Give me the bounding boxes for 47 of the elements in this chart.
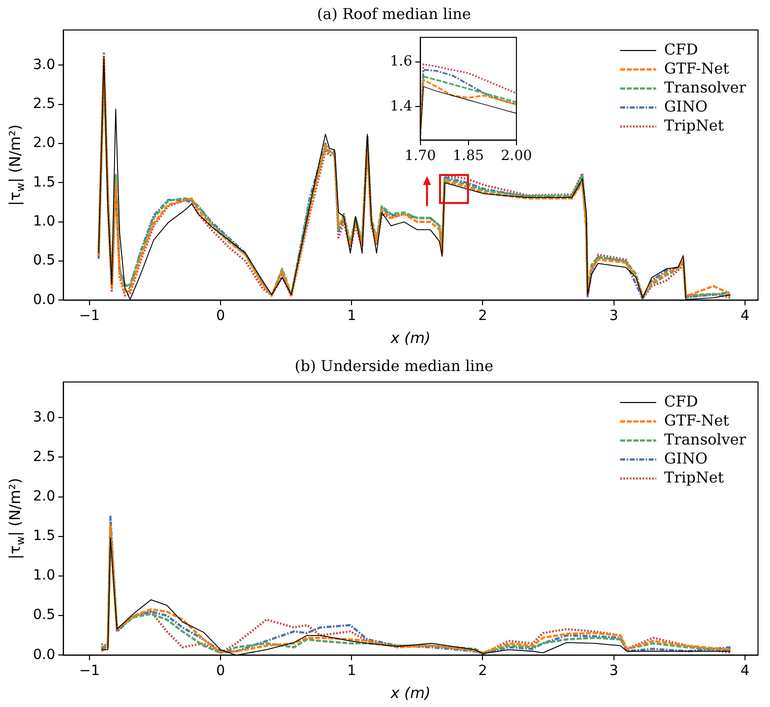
x-tick-label: 3 <box>609 663 618 680</box>
legend-label: GINO <box>664 97 708 116</box>
y-tick-label: 2.0 <box>33 135 56 152</box>
legend-label: GTF-Net <box>664 411 729 430</box>
y-tick-label: 2.5 <box>33 96 56 112</box>
legend-label: TripNet <box>664 116 724 134</box>
y-tick-label: 0.5 <box>33 252 56 269</box>
y-tick-label: 1.4 <box>390 98 412 114</box>
y-tick-label: 1.0 <box>33 214 56 230</box>
y-tick-label: 2.5 <box>33 448 56 465</box>
y-tick-label: 1.6 <box>390 54 412 70</box>
y-tick-label: 3.0 <box>33 56 56 73</box>
x-tick-label: 1.85 <box>452 148 484 164</box>
x-tick-label: 2 <box>478 663 488 680</box>
y-tick-label: 1.5 <box>33 528 56 544</box>
y-tick-label: 1.5 <box>33 174 56 190</box>
legend-label: Transolver <box>664 78 747 96</box>
y-tick-label: 2.0 <box>33 488 56 504</box>
x-tick-label: 0 <box>216 308 226 324</box>
x-tick-label: 0 <box>216 663 226 680</box>
x-tick-label: 4 <box>740 308 750 324</box>
x-tick-label: 1 <box>347 663 356 680</box>
y-tick-label: 0.0 <box>33 292 56 308</box>
legend-label: GTF-Net <box>664 59 729 78</box>
legend-label: GINO <box>664 449 708 468</box>
legend-label: CFD <box>664 392 698 410</box>
y-tick-label: 3.0 <box>33 409 56 426</box>
x-tick-label: −1 <box>79 308 100 324</box>
x-tick-label: 2.00 <box>500 148 532 164</box>
legend-label: TripNet <box>664 468 724 486</box>
y-tick-label: 0.0 <box>33 646 56 663</box>
x-tick-label: 4 <box>740 663 750 680</box>
x-tick-label: 1.70 <box>404 148 436 164</box>
x-axis-title: x (m) <box>390 684 431 702</box>
y-axis-title: |τw| (N/m²) <box>6 124 27 206</box>
legend-label: CFD <box>664 40 698 58</box>
y-axis-title: |τw| (N/m²) <box>6 478 27 560</box>
x-tick-label: −1 <box>79 663 100 680</box>
x-tick-label: 3 <box>609 308 618 324</box>
x-axis-title: x (m) <box>390 328 431 347</box>
chart-title: (a) Roof median line <box>316 4 472 23</box>
y-tick-label: 0.5 <box>33 607 56 624</box>
chart-title: (b) Underside median line <box>294 356 494 375</box>
y-tick-label: 1.0 <box>33 568 56 584</box>
x-tick-label: 2 <box>478 308 488 324</box>
legend-label: Transolver <box>664 430 747 448</box>
x-tick-label: 1 <box>347 308 356 324</box>
